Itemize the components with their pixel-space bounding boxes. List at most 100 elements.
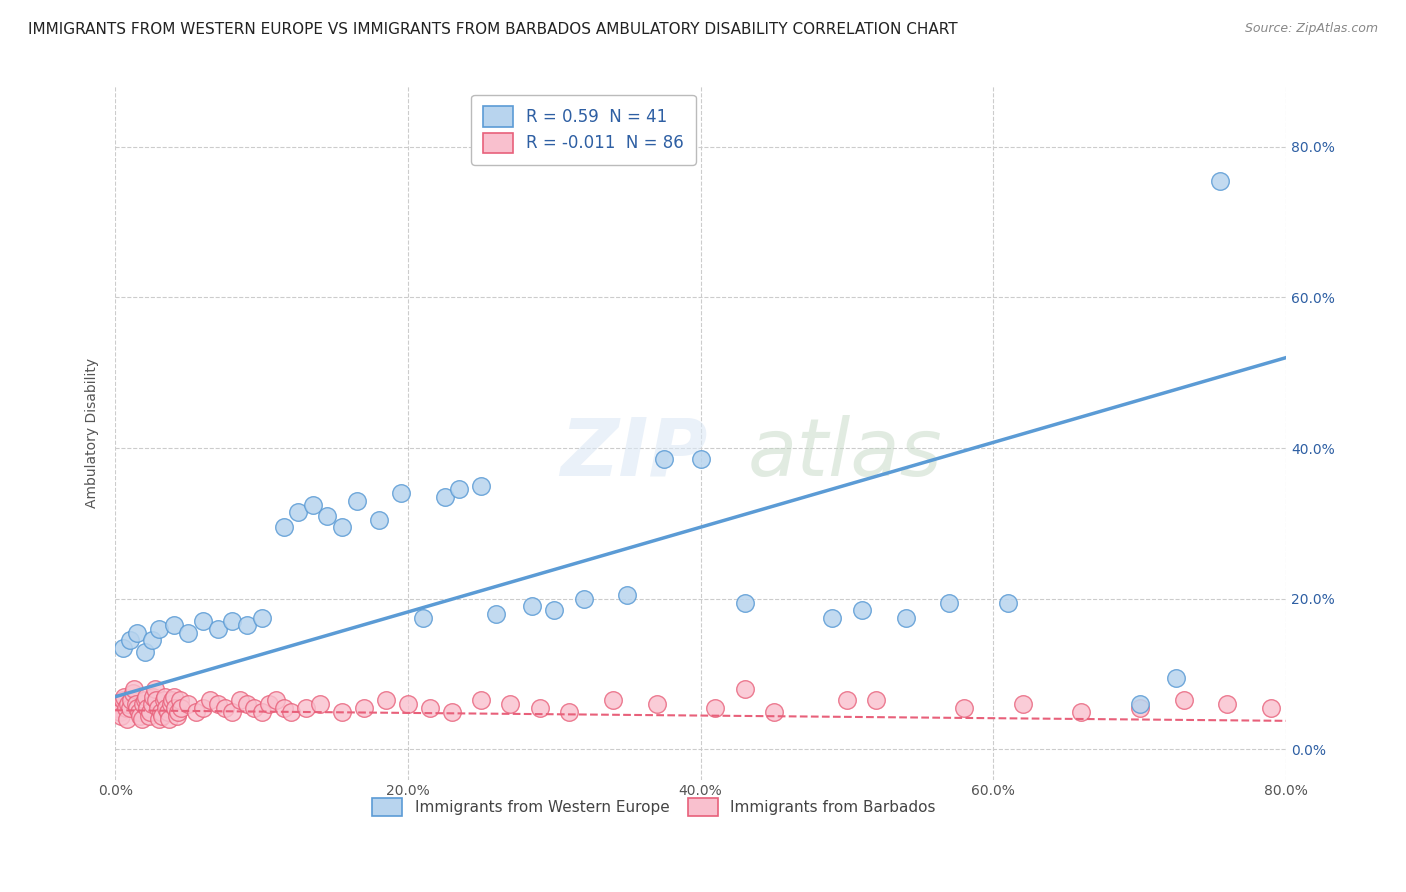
Point — [734, 682, 756, 697]
Point — [953, 701, 976, 715]
Point — [141, 633, 163, 648]
Point — [141, 698, 163, 712]
Point — [330, 520, 353, 534]
Point — [616, 588, 638, 602]
Point — [529, 701, 551, 715]
Point — [236, 698, 259, 712]
Point — [280, 705, 302, 719]
Y-axis label: Ambulatory Disability: Ambulatory Disability — [86, 358, 100, 508]
Legend: Immigrants from Western Europe, Immigrants from Barbados: Immigrants from Western Europe, Immigran… — [364, 790, 943, 824]
Point — [346, 493, 368, 508]
Point — [1216, 698, 1239, 712]
Point — [243, 701, 266, 715]
Point — [177, 625, 200, 640]
Point — [602, 693, 624, 707]
Point — [135, 690, 157, 704]
Point — [1209, 173, 1232, 187]
Point — [228, 693, 250, 707]
Point — [166, 708, 188, 723]
Point — [367, 513, 389, 527]
Point — [499, 698, 522, 712]
Point — [105, 701, 128, 715]
Point — [865, 693, 887, 707]
Point — [997, 595, 1019, 609]
Point — [257, 698, 280, 712]
Point — [821, 610, 844, 624]
Point — [572, 591, 595, 606]
Point — [645, 698, 668, 712]
Point — [894, 610, 917, 624]
Point — [353, 701, 375, 715]
Point — [316, 508, 339, 523]
Point — [108, 705, 131, 719]
Point — [124, 682, 146, 697]
Point — [433, 490, 456, 504]
Point — [543, 603, 565, 617]
Point — [1173, 693, 1195, 707]
Point — [111, 640, 134, 655]
Point — [121, 686, 143, 700]
Point — [470, 479, 492, 493]
Point — [264, 693, 287, 707]
Point — [652, 452, 675, 467]
Point — [127, 701, 149, 715]
Text: IMMIGRANTS FROM WESTERN EUROPE VS IMMIGRANTS FROM BARBADOS AMBULATORY DISABILITY: IMMIGRANTS FROM WESTERN EUROPE VS IMMIGR… — [28, 22, 957, 37]
Point — [138, 708, 160, 723]
Point — [163, 618, 186, 632]
Point — [330, 705, 353, 719]
Point — [221, 705, 243, 719]
Point — [273, 701, 295, 715]
Point — [851, 603, 873, 617]
Point — [835, 693, 858, 707]
Point — [1129, 701, 1152, 715]
Point — [558, 705, 581, 719]
Point — [120, 693, 142, 707]
Point — [207, 622, 229, 636]
Point — [522, 599, 544, 614]
Point — [163, 690, 186, 704]
Point — [169, 693, 191, 707]
Point — [938, 595, 960, 609]
Point — [294, 701, 316, 715]
Point — [309, 698, 332, 712]
Point — [200, 693, 222, 707]
Point — [145, 693, 167, 707]
Point — [160, 698, 183, 712]
Point — [139, 705, 162, 719]
Point — [157, 712, 180, 726]
Point — [107, 698, 129, 712]
Point — [128, 705, 150, 719]
Point — [156, 705, 179, 719]
Point — [155, 701, 177, 715]
Point — [375, 693, 398, 707]
Point — [1070, 705, 1092, 719]
Point — [1011, 698, 1033, 712]
Point — [236, 618, 259, 632]
Text: ZIP: ZIP — [560, 415, 707, 492]
Point — [112, 690, 135, 704]
Point — [162, 693, 184, 707]
Point — [131, 712, 153, 726]
Point — [152, 693, 174, 707]
Point — [148, 622, 170, 636]
Point — [134, 693, 156, 707]
Point — [734, 595, 756, 609]
Point — [1260, 701, 1282, 715]
Point — [396, 698, 419, 712]
Point — [117, 698, 139, 712]
Point — [689, 452, 711, 467]
Point — [110, 708, 132, 723]
Point — [125, 698, 148, 712]
Point — [143, 682, 166, 697]
Point — [150, 708, 173, 723]
Point — [389, 486, 412, 500]
Point — [207, 698, 229, 712]
Point — [118, 701, 141, 715]
Point — [132, 698, 155, 712]
Point — [129, 708, 152, 723]
Text: atlas: atlas — [748, 415, 942, 492]
Point — [134, 644, 156, 658]
Point — [127, 625, 149, 640]
Point — [1129, 698, 1152, 712]
Point — [221, 615, 243, 629]
